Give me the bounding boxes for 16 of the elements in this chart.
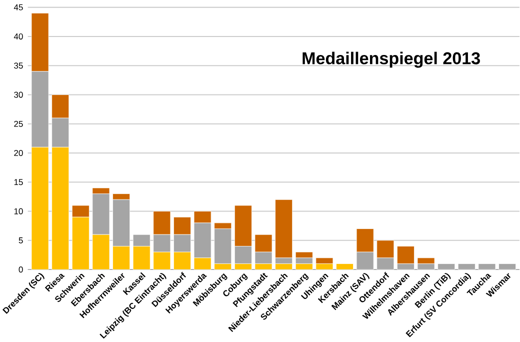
y-tick-label: 45 (14, 4, 23, 10)
bar (458, 263, 476, 270)
bar (498, 263, 516, 270)
y-tick-label: 25 (14, 120, 23, 127)
bar (336, 263, 354, 270)
y-tick-label: 30 (14, 92, 23, 98)
y-tick-label: 10 (14, 208, 23, 214)
y-tick-label: 35 (14, 62, 23, 69)
y-tick-label: 5 (18, 237, 23, 244)
bar (438, 263, 456, 270)
y-tick-label: 15 (14, 179, 23, 186)
y-tick-label: 0 (18, 266, 23, 272)
bar (478, 263, 496, 270)
text: Medaillenspiegel 2013 (302, 52, 480, 68)
y-tick-label: 40 (14, 33, 23, 40)
y-tick-label: 20 (14, 150, 23, 156)
